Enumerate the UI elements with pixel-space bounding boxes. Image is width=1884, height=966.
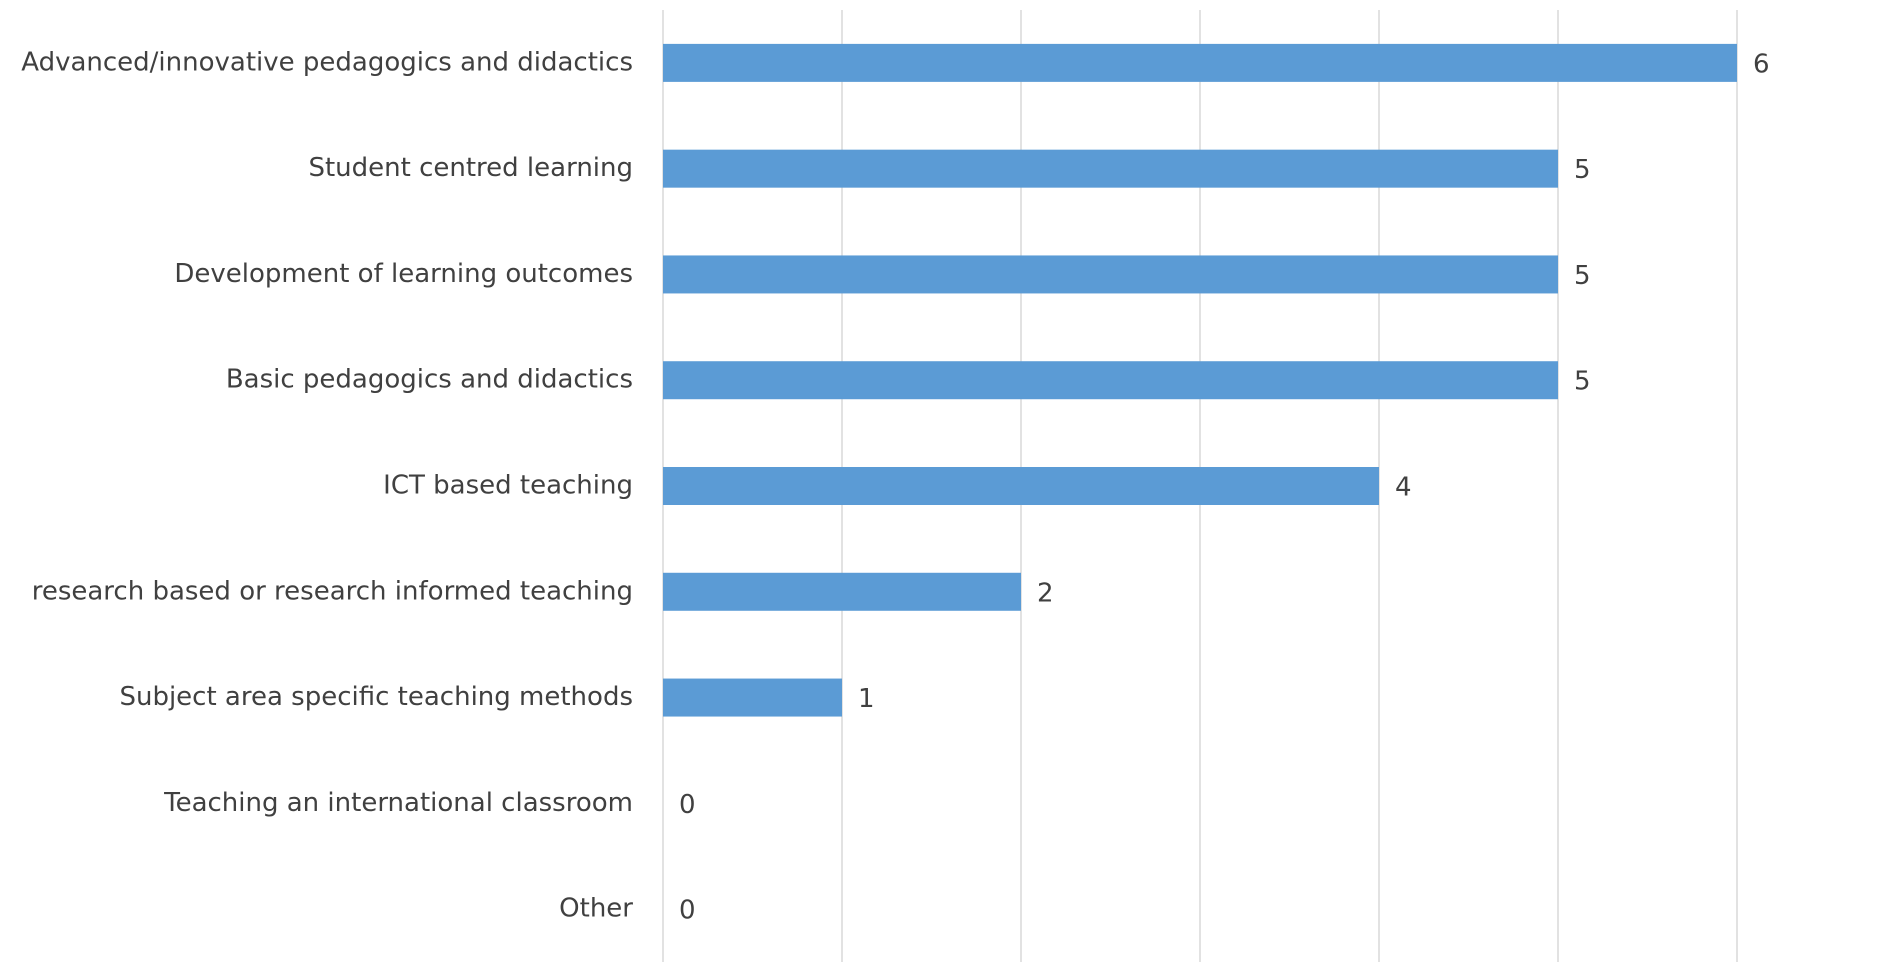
y-tick-label: Student centred learning: [308, 153, 633, 183]
y-tick-label: ICT based teaching: [383, 471, 633, 501]
data-label: 0: [679, 790, 696, 820]
data-label: 4: [1395, 473, 1412, 503]
bar: [663, 572, 1021, 611]
bar: [663, 43, 1737, 82]
y-tick-label: Teaching an international classroom: [163, 788, 633, 818]
data-label: 2: [1037, 578, 1054, 608]
bar: [663, 678, 842, 717]
y-tick-label: research based or research informed teac…: [32, 576, 633, 606]
bar: [663, 255, 1558, 294]
data-label: 0: [679, 896, 696, 926]
bar: [663, 149, 1558, 188]
data-label: 6: [1753, 49, 1770, 79]
y-tick-label: Basic pedagogics and didactics: [226, 365, 633, 395]
data-label: 1: [858, 684, 875, 714]
bar: [663, 361, 1558, 400]
y-tick-label: Advanced/innovative pedagogics and didac…: [21, 47, 633, 77]
y-tick-label: Subject area specific teaching methods: [119, 682, 633, 712]
y-tick-label: Development of learning outcomes: [174, 259, 633, 289]
y-tick-label: Other: [559, 894, 633, 924]
data-label: 5: [1574, 155, 1591, 185]
data-label: 5: [1574, 367, 1591, 397]
bar: [663, 467, 1379, 505]
data-label: 5: [1574, 261, 1591, 291]
